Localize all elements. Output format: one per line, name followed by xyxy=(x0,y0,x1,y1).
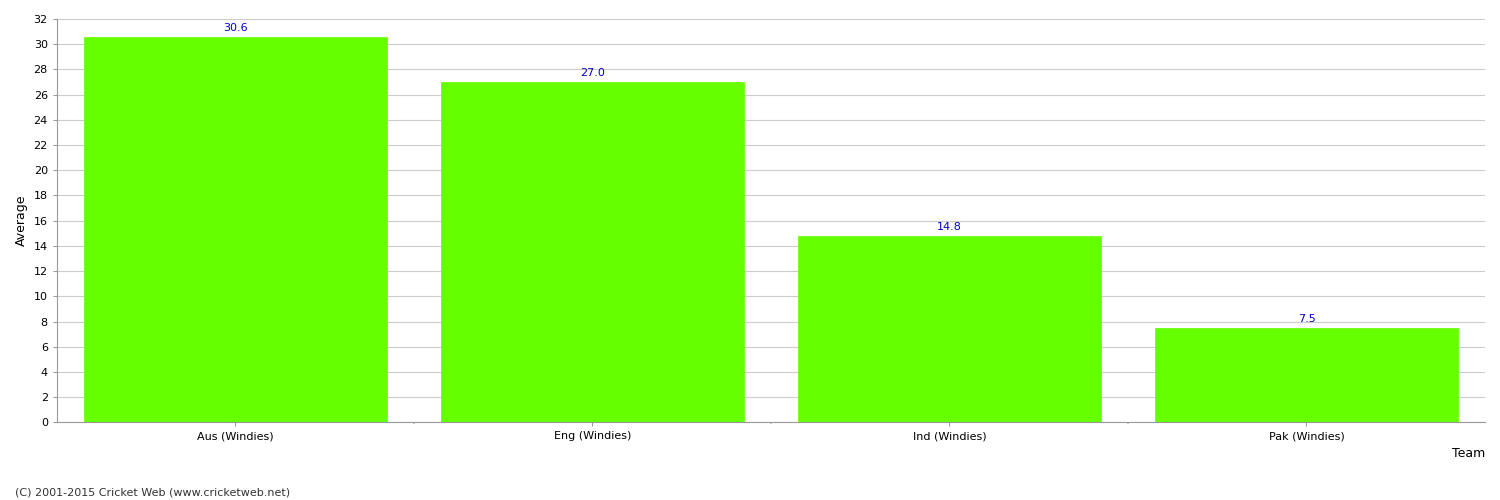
X-axis label: Team: Team xyxy=(1452,447,1485,460)
Bar xyxy=(441,82,744,422)
Text: (C) 2001-2015 Cricket Web (www.cricketweb.net): (C) 2001-2015 Cricket Web (www.cricketwe… xyxy=(15,488,290,498)
Bar xyxy=(84,36,387,422)
Text: 27.0: 27.0 xyxy=(580,68,604,78)
Bar xyxy=(1155,328,1458,422)
Text: 14.8: 14.8 xyxy=(938,222,962,232)
Text: 7.5: 7.5 xyxy=(1298,314,1316,324)
Y-axis label: Average: Average xyxy=(15,195,28,246)
Text: 30.6: 30.6 xyxy=(224,23,248,33)
Bar xyxy=(798,236,1101,422)
